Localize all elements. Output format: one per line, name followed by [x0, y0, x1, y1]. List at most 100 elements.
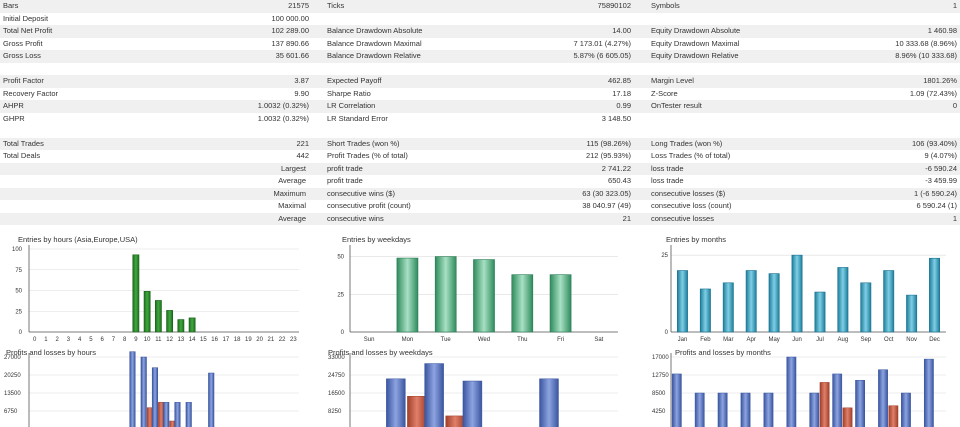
chart-svg: 0 25 Jan Feb Mar Apr May Jun Jul Aug Sep Oct Nov Dec: [661, 245, 946, 343]
stat-value: 0: [952, 101, 957, 110]
stat-value: 9.90: [294, 88, 309, 98]
x-tick-label: 19: [245, 337, 252, 343]
x-tick-label: Sat: [594, 337, 603, 343]
profit-bar: [763, 392, 774, 427]
y-tick-label: 50: [15, 289, 22, 295]
stats-row: Average profit trade 650.43 loss trade -3 45…: [0, 175, 960, 188]
stat-value: 9 (4.07%): [924, 151, 957, 160]
bar: [132, 254, 140, 333]
x-tick-label: 14: [189, 337, 196, 343]
y-tick-label: 8500: [652, 391, 666, 397]
stat-value: 102 289.00: [271, 26, 309, 35]
profit-bar: [208, 372, 215, 427]
profit-bar: [129, 351, 136, 427]
stat-label: Margin Level: [651, 76, 694, 85]
stats-row: Bars 21575 Ticks 75890102 Symbols 1: [0, 0, 960, 13]
stat-value: 2 741.22: [601, 163, 631, 173]
x-tick-label: 3: [67, 337, 71, 343]
stat-value: 7 173.01 (4.27%): [573, 38, 631, 48]
profit-bar: [140, 356, 147, 427]
stat-label: Equity Drawdown Absolute: [651, 26, 741, 35]
stat-label: Balance Drawdown Relative: [327, 51, 421, 60]
x-tick-label: Sep: [860, 337, 871, 343]
stat-value: 115 (98.26%): [586, 138, 631, 148]
y-tick-label: 6750: [4, 409, 18, 415]
x-tick-label: 8: [123, 337, 127, 343]
chart-title: Profits and losses by hours: [6, 348, 97, 357]
entries-by-months-chart: 0 25 Jan Feb Mar Apr May Jun Jul Aug Sep Oct Nov Dec …: [648, 232, 960, 344]
profit-bar: [694, 392, 705, 427]
chart-svg: 6750 13500 20250 27000: [4, 351, 299, 427]
x-tick-label: Feb: [700, 337, 711, 343]
stat-value: 106 (93.40%): [911, 138, 957, 148]
stat-label: Recovery Factor: [3, 88, 59, 98]
stat-label: Profit Trades (% of total): [327, 151, 408, 160]
bar: [814, 291, 826, 333]
stat-label: consecutive losses: [651, 213, 714, 223]
stat-label: Equity Drawdown Relative: [651, 51, 739, 60]
stats-row: Total Net Profit 102 289.00 Balance Drawdo…: [0, 25, 960, 38]
loss-bar: [169, 420, 176, 427]
loss-bar: [445, 415, 465, 427]
bar: [883, 270, 895, 333]
stats-row: Initial Deposit 100 000.00: [0, 13, 960, 26]
x-tick-label: Jul: [816, 337, 824, 343]
stats-row: Total Trades 221 Short Trades (won %) 115 (…: [0, 137, 960, 150]
y-tick-label: 0: [19, 330, 23, 336]
bar: [837, 267, 849, 333]
stat-label: LR Standard Error: [327, 113, 388, 123]
x-tick-label: 12: [166, 337, 173, 343]
stats-row: AHPR 1.0032 (0.32%) LR Correlation 0.99 OnTe…: [0, 100, 960, 113]
stat-value: -3 459.99: [925, 176, 957, 185]
x-tick-label: 23: [290, 337, 297, 343]
stat-label: profit trade: [327, 163, 363, 173]
y-tick-label: 50: [337, 255, 344, 261]
stats-row: Profit Factor 3.87 Expected Payoff 462.85 Ma…: [0, 75, 960, 88]
stats-row: Average consecutive wins 21 consecutive los…: [0, 212, 960, 225]
stat-label: Balance Drawdown Maximal: [327, 38, 422, 48]
profit-bar: [386, 378, 406, 427]
x-tick-label: 20: [256, 337, 263, 343]
stat-label: Loss Trades (% of total): [651, 151, 731, 160]
loss-bar: [819, 382, 830, 427]
stat-value: 650.43: [608, 176, 631, 185]
y-tick-label: 100: [12, 247, 23, 253]
x-tick-label: 1: [44, 337, 48, 343]
bar: [143, 291, 151, 333]
stat-label: loss trade: [651, 176, 684, 185]
stat-label: consecutive loss (count): [651, 201, 732, 210]
stat-value: 75890102: [597, 1, 631, 10]
stat-label: Average: [278, 213, 306, 223]
bar: [511, 274, 534, 333]
spacer-row: [0, 63, 960, 76]
stat-value: 1: [952, 213, 957, 223]
chart-svg: 8250 16500 24750 33000: [328, 353, 618, 427]
stat-value: 3 148.50: [601, 113, 631, 123]
y-tick-label: 0: [665, 330, 669, 336]
stat-label: consecutive losses ($): [651, 188, 726, 198]
x-tick-label: 6: [100, 337, 104, 343]
x-tick-label: 17: [223, 337, 230, 343]
x-tick-label: 5: [89, 337, 93, 343]
stat-label: Equity Drawdown Maximal: [651, 38, 740, 48]
stat-label: Z-Score: [651, 88, 678, 98]
loss-bar: [888, 405, 899, 427]
stats-row: Maximal consecutive profit (count) 38 040.…: [0, 200, 960, 213]
stat-value: 38 040.97 (49): [582, 201, 631, 210]
stat-value: -6 590.24: [925, 163, 957, 173]
y-tick-label: 25: [15, 309, 22, 315]
stat-label: Symbols: [651, 1, 680, 10]
x-tick-label: Thu: [517, 337, 527, 343]
stat-label: Maximum: [273, 188, 306, 198]
bar: [929, 257, 940, 333]
x-tick-label: 18: [234, 337, 241, 343]
stat-label: Initial Deposit: [3, 13, 49, 23]
stat-label: consecutive profit (count): [327, 201, 411, 210]
stat-value: 221: [296, 138, 309, 148]
bar: [677, 270, 688, 333]
stat-label: Expected Payoff: [327, 76, 382, 85]
x-tick-label: Mar: [723, 337, 733, 343]
stat-value: 100 000.00: [271, 13, 309, 23]
profit-bar: [539, 378, 559, 427]
